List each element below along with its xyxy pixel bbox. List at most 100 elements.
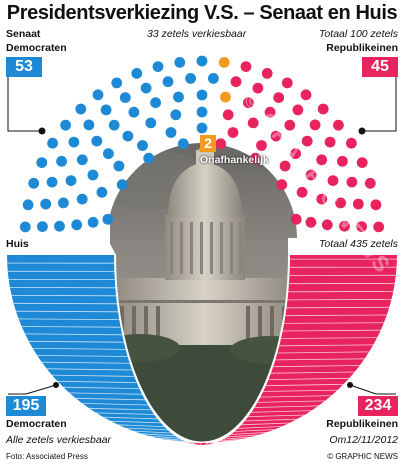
- senate-seat-dem: [131, 68, 143, 79]
- senate-seat-dem: [76, 193, 88, 205]
- senate-seat-rep: [321, 219, 333, 231]
- house-seat-divider: [260, 395, 332, 398]
- senate-seat-rep: [252, 82, 264, 94]
- house-seat-divider: [51, 374, 135, 377]
- senate-seat-rep: [256, 140, 267, 151]
- house-seat-divider: [216, 440, 234, 443]
- senate-seat-rep: [292, 104, 304, 116]
- senate-seat-dem: [122, 130, 134, 142]
- senate-ind-count: 2: [200, 135, 216, 152]
- senate-seat-rep: [222, 109, 234, 121]
- senate-seats: [19, 55, 385, 233]
- house-seat-divider: [28, 340, 124, 343]
- house-seat-divider: [248, 414, 305, 418]
- senate-seat-dem: [128, 106, 140, 118]
- senate-seat-rep: [335, 197, 346, 209]
- house-seat-divider: [223, 436, 251, 440]
- senate-seat-dem: [83, 119, 95, 131]
- house-seat-divider: [96, 412, 155, 415]
- house-seat-divider: [24, 333, 123, 336]
- house-seat-divider: [227, 434, 259, 438]
- house-seat-divider: [287, 298, 392, 301]
- senate-seat-dem: [165, 127, 177, 138]
- house-seat-divider: [69, 392, 143, 395]
- senate-seat-dem: [54, 220, 65, 232]
- senate-seat-rep: [356, 221, 367, 233]
- house-seat-divider: [282, 329, 381, 332]
- senate-seat-dem: [173, 91, 184, 103]
- senate-seat-rep: [247, 117, 259, 129]
- house-dem-name: Democraten: [6, 418, 67, 430]
- senate-seat-dem: [65, 175, 77, 187]
- senate-label: Senaat: [6, 28, 41, 40]
- senate-seat-dem: [113, 160, 125, 172]
- senate-rep-marker: [358, 127, 366, 135]
- senate-seat-ind: [218, 57, 230, 68]
- senate-seat-dem: [150, 97, 162, 109]
- house-seat-divider: [270, 371, 355, 374]
- senate-seat-rep: [215, 138, 227, 150]
- senate-seat-rep: [296, 186, 308, 198]
- house-seat-divider: [234, 429, 275, 432]
- senate-seat-dem: [92, 89, 104, 101]
- page-title: Presidentsverkiezing V.S. – Senaat en Hu…: [6, 2, 398, 24]
- senate-dem-marker: [38, 127, 46, 135]
- senate-seat-dem: [137, 140, 148, 151]
- senate-note: 33 zetels verkiesbaar: [147, 28, 247, 40]
- senate-seat-dem: [162, 76, 174, 88]
- house-seat-divider: [204, 442, 209, 446]
- senate-seat-dem: [177, 138, 189, 150]
- house-seat-divider: [166, 439, 186, 443]
- house-block-rep: [178, 255, 397, 445]
- senate-seat-dem: [140, 82, 152, 94]
- house-seat-divider: [191, 442, 198, 446]
- senate-seat-rep: [333, 119, 344, 131]
- senate-seat-rep: [305, 216, 317, 228]
- senate-seat-dem: [196, 55, 208, 67]
- senate-seat-rep: [284, 119, 296, 131]
- house-seat-divider: [157, 437, 183, 441]
- house-seat-divider: [149, 435, 179, 439]
- house-seat-divider: [263, 389, 338, 392]
- senate-seat-dem: [100, 104, 112, 116]
- senate-seat-rep: [346, 176, 358, 188]
- senate-seat-rep: [273, 92, 285, 103]
- house-seat-divider: [13, 302, 118, 305]
- senate-seat-rep: [339, 220, 350, 232]
- senate-seat-dem: [60, 119, 71, 131]
- house-seat-divider: [89, 407, 152, 411]
- house-seat-divider: [141, 433, 175, 437]
- senate-seat-dem: [170, 109, 182, 121]
- house-seat-divider: [284, 322, 384, 324]
- senate-seat-ind: [220, 91, 231, 103]
- house-total-label: Totaal 435 zetels: [318, 238, 398, 250]
- house-label: Huis: [6, 238, 29, 250]
- senate-seat-dem: [185, 73, 197, 84]
- senate-seat-rep: [279, 160, 291, 172]
- senate-seat-rep: [309, 119, 321, 131]
- house-seat-divider: [280, 337, 378, 339]
- senate-seat-rep: [264, 106, 276, 118]
- house-seat-divider: [285, 314, 387, 317]
- house-seat-divider: [230, 432, 267, 435]
- senate-seat-dem: [36, 157, 48, 169]
- senate-seat-dem: [145, 117, 157, 129]
- senate-seat-rep: [373, 221, 385, 233]
- senate-seat-dem: [116, 179, 128, 191]
- senate-seat-dem: [58, 197, 69, 209]
- senate-rep-count: 45: [362, 57, 398, 77]
- house-seat-divider: [268, 377, 350, 380]
- senate-seat-dem: [47, 137, 58, 149]
- house-dem-count: 195: [6, 396, 46, 416]
- senate-seat-dem: [68, 136, 80, 148]
- senate-seat-dem: [208, 73, 219, 84]
- senate-seat-dem: [76, 154, 88, 166]
- senate-dem-name: Democraten: [6, 42, 67, 54]
- house-rep-count: 234: [358, 396, 398, 416]
- graphic-credit: © GRAPHIC NEWS: [327, 452, 398, 461]
- house-seat-divider: [57, 380, 137, 383]
- senate-seat-rep: [301, 135, 313, 147]
- house-seat-divider: [118, 424, 165, 427]
- senate-rep-name: Republikeinen: [326, 42, 398, 54]
